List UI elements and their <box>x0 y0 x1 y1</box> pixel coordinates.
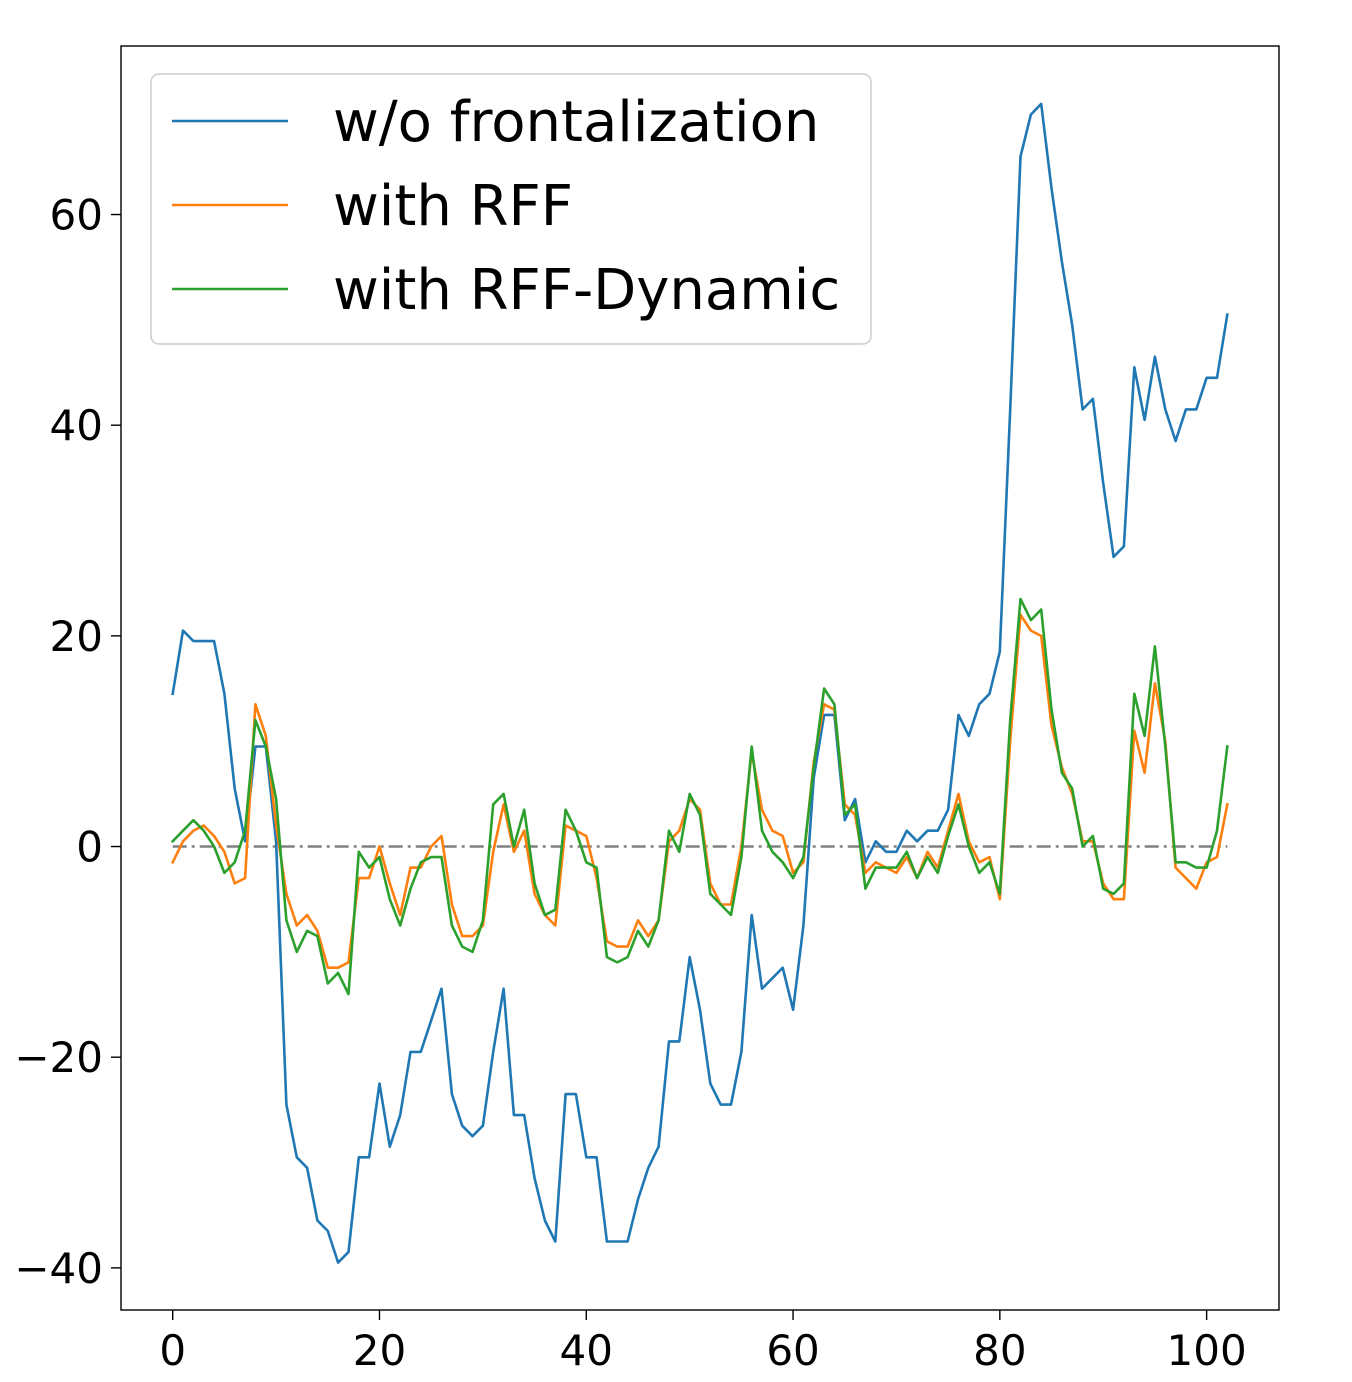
y-axis: 60 40 20 0 −20 −40 <box>14 191 121 1293</box>
y-tick-label: 60 <box>50 191 103 240</box>
y-tick-label: 40 <box>50 401 103 450</box>
x-tick-label: 0 <box>159 1326 186 1375</box>
legend-label: with RFF-Dynamic <box>333 258 840 323</box>
y-tick-label: 0 <box>76 823 103 872</box>
legend: w/o frontalization with RFF with RFF-Dynam… <box>150 73 872 345</box>
y-tick-label: −20 <box>14 1033 103 1082</box>
series-line-1 <box>170 613 1229 970</box>
legend-box <box>150 73 872 345</box>
series-line-2 <box>170 597 1229 996</box>
y-tick-label: −40 <box>14 1244 103 1293</box>
x-axis: 0 20 40 60 80 100 <box>159 1310 1247 1375</box>
x-tick-label: 40 <box>560 1326 613 1375</box>
x-tick-label: 80 <box>973 1326 1026 1375</box>
y-tick-label: 20 <box>50 612 103 661</box>
legend-label: w/o frontalization <box>333 90 819 155</box>
x-tick-label: 20 <box>353 1326 406 1375</box>
x-tick-label: 60 <box>766 1326 819 1375</box>
x-tick-label: 100 <box>1167 1326 1247 1375</box>
series-layer <box>170 102 1229 1264</box>
legend-label: with RFF <box>333 174 573 239</box>
series-line-0 <box>171 102 1229 1264</box>
